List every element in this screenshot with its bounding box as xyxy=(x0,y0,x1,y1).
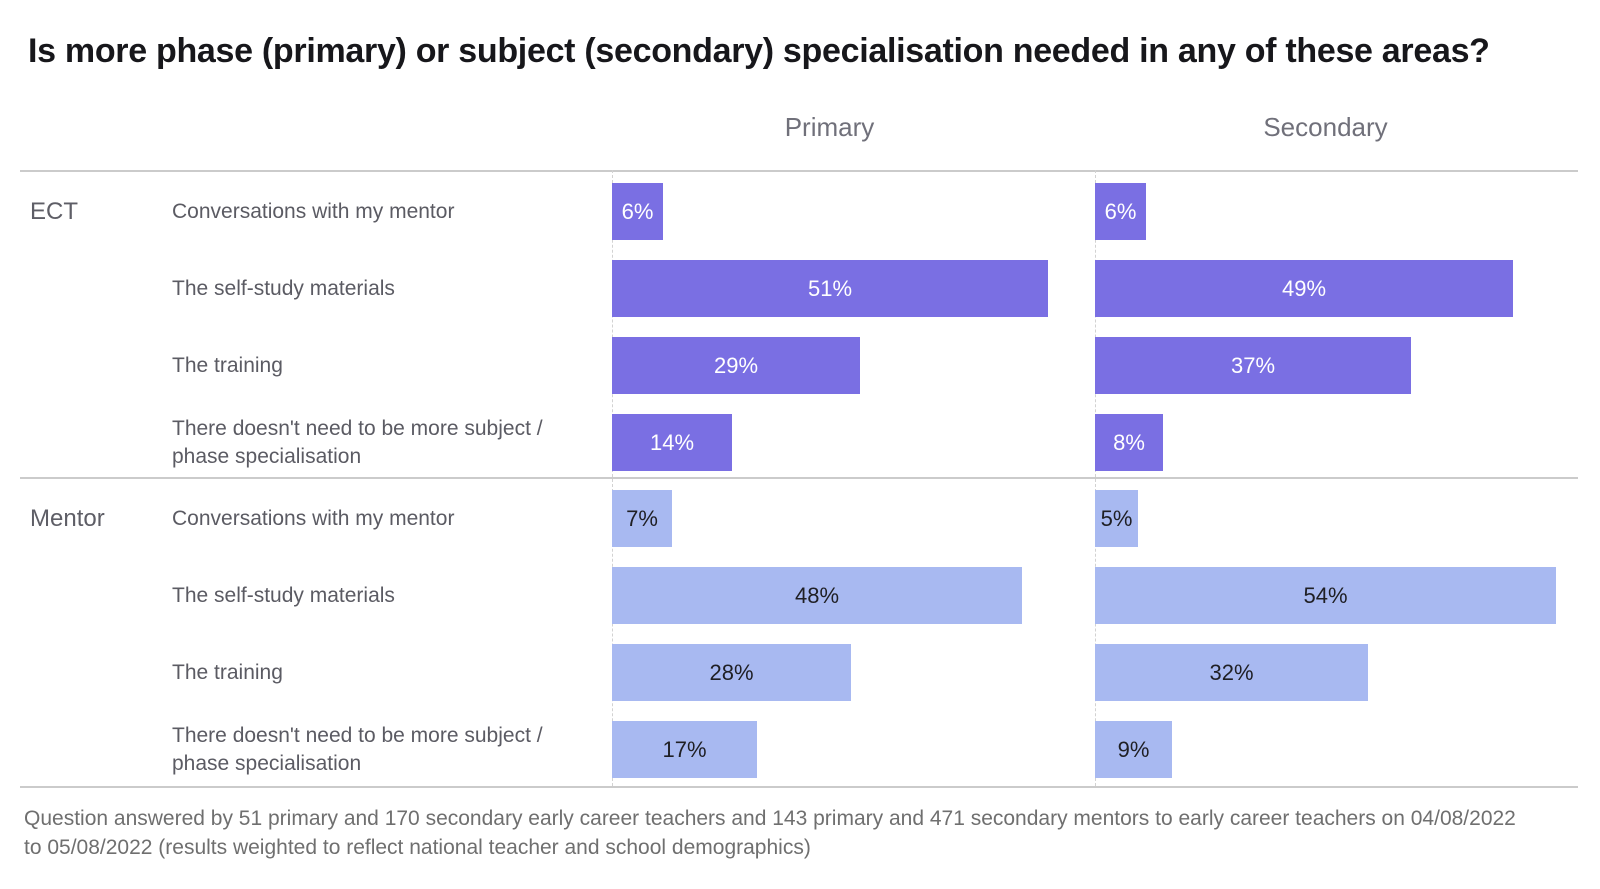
divider-line-bottom xyxy=(20,786,1578,788)
footnote: Question answered by 51 primary and 170 … xyxy=(24,807,1516,859)
bar-value-label: 14% xyxy=(649,429,695,455)
secondary-axis-line xyxy=(1095,170,1096,786)
bar-value-label: 37% xyxy=(1230,352,1276,378)
row-label: There doesn't need to be more subject / … xyxy=(172,723,543,775)
bar-value-label: 54% xyxy=(1303,582,1348,608)
divider-line-middle xyxy=(20,477,1578,479)
row-label: The self-study materials xyxy=(172,583,395,607)
bar-value-label: 6% xyxy=(1104,198,1137,224)
bar-mentor-secondary-1: 5% xyxy=(1095,490,1138,547)
bar-ect-primary-3: 29% xyxy=(612,337,860,394)
bar-ect-secondary-2: 49% xyxy=(1095,260,1513,317)
row-label: Conversations with my mentor xyxy=(172,506,455,530)
row-label: The training xyxy=(172,353,283,377)
bar-ect-primary-2: 51% xyxy=(612,260,1048,317)
row-label: Conversations with my mentor xyxy=(172,199,455,223)
chart-title: Is more phase (primary) or subject (seco… xyxy=(28,32,1490,70)
bar-mentor-secondary-2: 54% xyxy=(1095,567,1556,624)
bar-ect-secondary-1: 6% xyxy=(1095,183,1146,240)
bar-ect-primary-4: 14% xyxy=(612,414,732,471)
bar-value-label: 17% xyxy=(662,736,707,762)
bar-ect-secondary-3: 37% xyxy=(1095,337,1411,394)
divider-line-top xyxy=(20,170,1578,172)
bar-mentor-secondary-4: 9% xyxy=(1095,721,1172,778)
bar-ect-secondary-4: 8% xyxy=(1095,414,1163,471)
bar-mentor-primary-2: 48% xyxy=(612,567,1022,624)
bar-mentor-secondary-3: 32% xyxy=(1095,644,1368,701)
bar-value-label: 5% xyxy=(1100,505,1133,531)
bar-value-label: 29% xyxy=(713,352,759,378)
bar-value-label: 51% xyxy=(807,275,853,301)
bar-ect-primary-1: 6% xyxy=(612,183,663,240)
bar-value-label: 49% xyxy=(1281,275,1327,301)
row-label: The self-study materials xyxy=(172,276,395,300)
column-header-secondary: Secondary xyxy=(1263,112,1388,142)
bar-value-label: 8% xyxy=(1113,429,1145,455)
bar-value-label: 9% xyxy=(1117,736,1150,762)
bar-value-label: 32% xyxy=(1209,659,1254,685)
bar-mentor-primary-3: 28% xyxy=(612,644,851,701)
bar-mentor-primary-4: 17% xyxy=(612,721,757,778)
primary-axis-line xyxy=(612,170,613,786)
row-label: The training xyxy=(172,660,283,684)
bar-mentor-primary-1: 7% xyxy=(612,490,672,547)
column-header-primary: Primary xyxy=(784,112,875,142)
group-label-ect: ECT xyxy=(30,197,78,225)
bar-value-label: 6% xyxy=(621,198,654,224)
bar-value-label: 48% xyxy=(794,582,840,608)
row-label: There doesn't need to be more subject / … xyxy=(172,416,543,468)
group-label-mentor: Mentor xyxy=(30,504,105,532)
bar-value-label: 28% xyxy=(709,659,754,685)
bar-value-label: 7% xyxy=(626,505,658,531)
